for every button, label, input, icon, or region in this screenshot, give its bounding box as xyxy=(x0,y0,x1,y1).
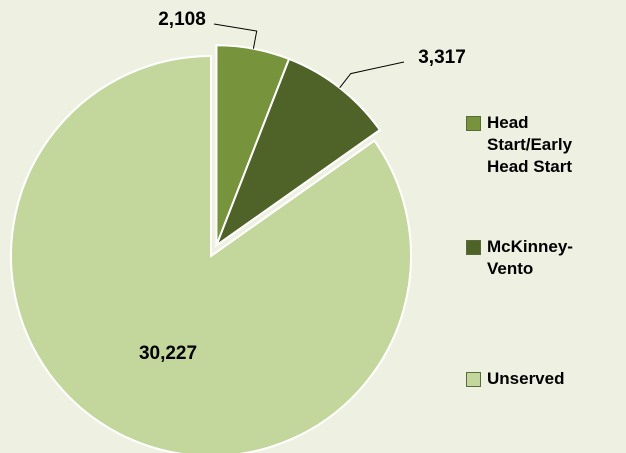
legend-swatch xyxy=(466,116,481,131)
legend-label: Unserved xyxy=(487,369,565,388)
data-label: 3,317 xyxy=(418,47,466,68)
legend-entry: McKinney-Vento xyxy=(466,236,616,280)
legend-label: Head Start/Early Head Start xyxy=(487,113,573,176)
leader-line xyxy=(213,23,258,49)
pie-slice xyxy=(10,54,412,453)
legend-swatch xyxy=(466,240,481,255)
data-label: 30,227 xyxy=(139,343,197,364)
legend-label: McKinney-Vento xyxy=(487,237,573,278)
legend-entry: Unserved xyxy=(466,368,616,390)
legend-swatch xyxy=(466,372,481,387)
legend: Head Start/Early Head Start McKinney-Vent… xyxy=(466,0,626,453)
legend-entry: Head Start/Early Head Start xyxy=(466,112,616,178)
leader-line xyxy=(339,61,405,89)
data-label: 2,108 xyxy=(158,9,206,30)
